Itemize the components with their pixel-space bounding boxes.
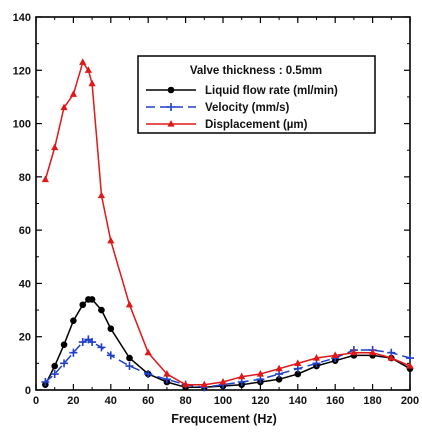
data-point (182, 380, 190, 388)
data-point (167, 120, 175, 127)
y-tick-label: 60 (19, 225, 31, 237)
data-point (125, 362, 134, 371)
y-tick-label: 100 (13, 119, 31, 131)
data-point (387, 354, 395, 361)
data-point (126, 354, 133, 362)
x-tick-label: 60 (142, 395, 154, 407)
data-point (60, 359, 69, 368)
data-point (60, 103, 68, 111)
data-point (88, 338, 97, 347)
data-point (200, 380, 208, 388)
legend-entry: Liquid flow rate (ml/min) (146, 85, 338, 97)
data-point (163, 370, 171, 377)
data-point (60, 341, 68, 349)
data-point (41, 175, 49, 183)
legend-title: Valve thickness : 0.5mm (190, 65, 322, 77)
data-point (51, 143, 59, 151)
data-point (219, 378, 227, 385)
legend-label: Displacement (µm) (205, 119, 308, 131)
data-point (294, 370, 302, 378)
data-point (162, 375, 171, 384)
data-point (79, 58, 87, 65)
data-point (41, 378, 50, 387)
data-point (79, 301, 87, 309)
data-point (88, 79, 96, 87)
y-tick-label: 80 (19, 172, 31, 184)
data-point (275, 364, 283, 372)
x-tick-label: 160 (326, 395, 344, 407)
legend-label: Liquid flow rate (ml/min) (205, 85, 338, 97)
data-point (84, 66, 92, 73)
data-point (106, 351, 115, 360)
data-point (78, 338, 87, 347)
data-point (107, 236, 115, 244)
y-tick-label: 140 (13, 12, 31, 24)
series-displacement-m (41, 58, 414, 388)
y-tick-label: 40 (19, 278, 31, 290)
data-point (256, 370, 264, 377)
series-layer (41, 58, 414, 392)
series-velocity-mm-s (41, 335, 414, 392)
series-liquid-flow-rate-ml-min (42, 296, 414, 391)
data-point (69, 348, 78, 357)
legend-label: Velocity (mm/s) (205, 102, 290, 114)
data-point (350, 348, 358, 356)
legend-entry: Velocity (mm/s) (146, 102, 290, 114)
data-point (237, 378, 246, 387)
legend-entry: Displacement (µm) (146, 119, 308, 131)
data-point (98, 306, 105, 314)
data-point (167, 103, 175, 111)
data-point (312, 359, 321, 368)
y-tick-label: 20 (19, 332, 31, 344)
legend-box (137, 55, 376, 134)
data-point (125, 300, 134, 308)
data-point (167, 86, 175, 94)
y-tick-label: 120 (13, 65, 31, 77)
x-tick-label: 0 (33, 395, 39, 407)
x-axis-title: Frequcement (Hz) (171, 412, 277, 426)
data-point (51, 362, 58, 370)
data-point (406, 362, 414, 369)
data-point (97, 343, 106, 352)
data-point (144, 370, 153, 379)
data-point (88, 296, 96, 303)
data-point (331, 351, 339, 358)
data-point (275, 376, 283, 383)
data-point (369, 348, 377, 356)
x-tick-label: 120 (251, 395, 269, 407)
data-point (256, 375, 265, 384)
x-tick-label: 100 (214, 395, 232, 407)
data-point (312, 354, 321, 361)
data-point (144, 348, 152, 356)
legend: Valve thickness : 0.5mm Liquid flow rate… (137, 55, 376, 134)
data-point (97, 191, 106, 199)
data-point (69, 90, 77, 97)
x-tick-label: 140 (289, 395, 307, 407)
y-tick-label: 0 (25, 385, 31, 397)
x-tick-label: 200 (401, 395, 419, 407)
data-point (406, 354, 414, 363)
x-tick-label: 20 (67, 395, 79, 407)
data-point (275, 370, 284, 379)
x-tick-label: 40 (105, 395, 117, 407)
data-point (70, 317, 77, 325)
data-point (293, 364, 302, 373)
x-tick-label: 180 (363, 395, 381, 407)
data-point (107, 325, 115, 333)
data-point (50, 370, 59, 379)
data-point (294, 359, 302, 366)
data-point (238, 372, 246, 380)
x-tick-label: 80 (179, 395, 191, 407)
